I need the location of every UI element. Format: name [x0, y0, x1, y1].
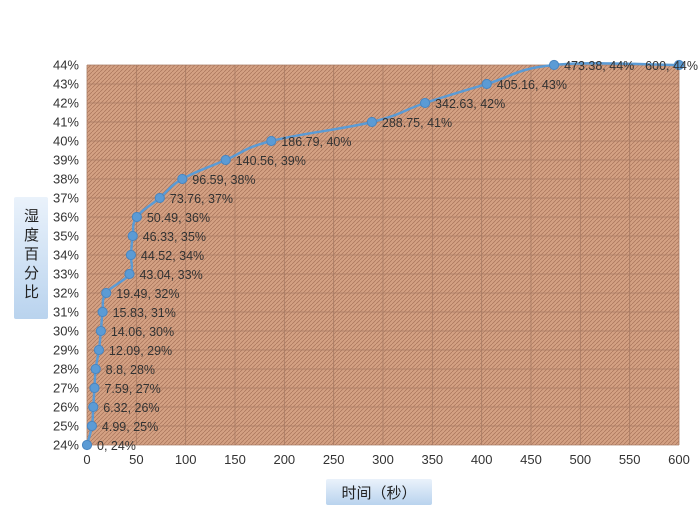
y-tick-label: 39% [53, 153, 79, 168]
data-point [177, 173, 188, 185]
data-point [366, 116, 377, 128]
x-tick-label: 150 [224, 452, 246, 467]
y-tick-label: 41% [53, 115, 79, 130]
series-markers [81, 59, 685, 451]
data-label: 7.59, 27% [104, 382, 160, 396]
x-axis-ticks: 0 50 100 150 200 250 300 350 400 450 500 550 600 [83, 452, 689, 467]
data-label: 8.8, 28% [106, 363, 155, 377]
data-label: 44.52, 34% [141, 249, 204, 263]
data-label: 14.06, 30% [111, 325, 174, 339]
y-tick-label: 30% [53, 324, 79, 339]
x-tick-label: 350 [421, 452, 443, 467]
y-tick-label: 27% [53, 381, 79, 396]
y-tick-label: 36% [53, 210, 79, 225]
data-label: 46.33, 35% [143, 230, 206, 244]
data-label: 600, 44% [645, 59, 698, 73]
data-point [90, 363, 101, 375]
data-point [124, 268, 135, 280]
data-label: 19.49, 32% [116, 287, 179, 301]
data-label: 15.83, 31% [113, 306, 176, 320]
data-label: 73.76, 37% [170, 192, 233, 206]
data-point [93, 344, 105, 356]
x-tick-label: 550 [619, 452, 641, 467]
y-tick-label: 44% [53, 58, 79, 73]
x-tick-label: 450 [520, 452, 542, 467]
x-tick-label: 50 [129, 452, 143, 467]
y-tick-label: 25% [53, 419, 79, 434]
data-point [101, 287, 112, 299]
gridlines [86, 64, 680, 446]
y-tick-label: 28% [53, 362, 79, 377]
data-label: 473.38, 44% [564, 59, 634, 73]
y-tick-label: 35% [53, 229, 79, 244]
x-tick-label: 200 [273, 452, 295, 467]
y-tick-label: 34% [53, 248, 79, 263]
data-point [419, 97, 431, 109]
data-label: 342.63, 42% [435, 97, 505, 111]
data-label: 50.49, 36% [147, 211, 210, 225]
data-point [673, 59, 685, 71]
data-label: 6.32, 26% [103, 401, 159, 415]
y-tick-label: 43% [53, 77, 79, 92]
y-tick-label: 29% [53, 343, 79, 358]
data-label: 96.59, 38% [192, 173, 255, 187]
y-axis-title: 湿度百分比 [22, 208, 40, 303]
data-point [127, 230, 138, 242]
y-tick-label: 42% [53, 96, 79, 111]
x-axis-title-box: 时间（秒） [326, 479, 432, 505]
data-point [89, 382, 100, 394]
y-tick-label: 24% [53, 438, 79, 453]
data-point [81, 439, 93, 451]
x-tick-label: 300 [372, 452, 394, 467]
x-tick-label: 400 [471, 452, 493, 467]
x-tick-label: 600 [668, 452, 690, 467]
y-tick-label: 31% [53, 305, 79, 320]
x-axis-title: 时间（秒） [341, 484, 416, 502]
data-labels: 0, 24% 4.99, 25% 6.32, 26% 7.59, 27% 8.8, 28… [97, 59, 698, 453]
data-label: 405.16, 43% [497, 78, 567, 92]
data-label: 288.75, 41% [382, 116, 452, 130]
y-tick-label: 38% [53, 172, 79, 187]
y-tick-label: 32% [53, 286, 79, 301]
data-label: 140.56, 39% [236, 154, 306, 168]
data-point [154, 192, 165, 204]
data-point [97, 306, 108, 318]
data-point [131, 211, 142, 223]
y-tick-label: 33% [53, 267, 79, 282]
x-tick-label: 500 [569, 452, 591, 467]
data-point [125, 249, 137, 261]
data-point [86, 420, 98, 432]
data-point [95, 325, 106, 337]
data-point [88, 401, 99, 413]
x-tick-label: 250 [323, 452, 345, 467]
y-tick-label: 40% [53, 134, 79, 149]
data-label: 43.04, 33% [139, 268, 202, 282]
data-point [548, 59, 560, 71]
data-label: 186.79, 40% [281, 135, 351, 149]
data-point [481, 78, 492, 90]
y-axis-title-box: 湿度百分比 [14, 197, 48, 319]
data-label: 4.99, 25% [102, 420, 158, 434]
data-label: 12.09, 29% [109, 344, 172, 358]
data-label: 0, 24% [97, 439, 136, 453]
data-point [220, 154, 231, 166]
x-tick-label: 100 [175, 452, 197, 467]
data-point [266, 135, 277, 147]
y-tick-label: 26% [53, 400, 79, 415]
y-tick-label: 37% [53, 191, 79, 206]
x-tick-label: 0 [83, 452, 90, 467]
y-axis-ticks: 24% 25% 26% 27% 28% 29% 30% 31% 32% 33% 34% 35% 36% 3… [53, 58, 79, 453]
